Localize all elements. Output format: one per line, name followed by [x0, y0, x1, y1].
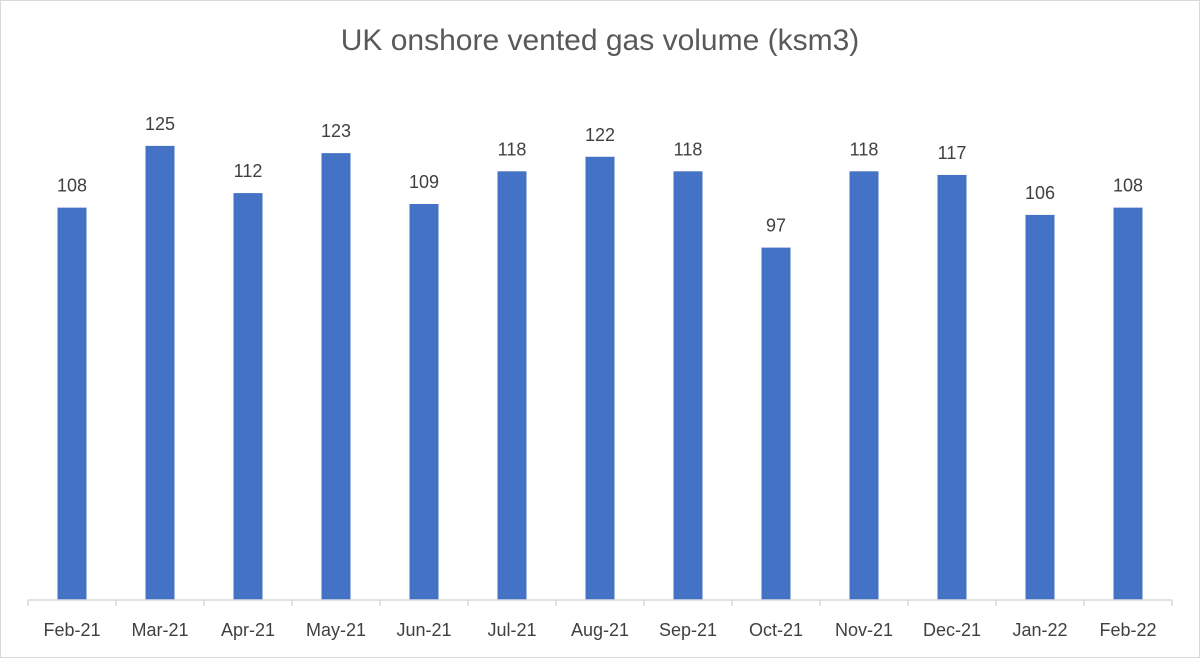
x-tick-label-mar-21: Mar-21: [131, 620, 188, 640]
data-label-mar-21: 125: [145, 114, 175, 134]
bar-mar-21: [145, 145, 175, 600]
data-label-jul-21: 118: [498, 139, 527, 159]
x-tick-label-aug-21: Aug-21: [571, 620, 629, 640]
x-tick-label-oct-21: Oct-21: [749, 620, 803, 640]
bar-feb-21: [57, 207, 87, 601]
x-tick-label-sep-21: Sep-21: [659, 620, 717, 640]
bar-jan-22: [1025, 214, 1055, 601]
bar-may-21: [321, 153, 351, 601]
bar-oct-21: [761, 247, 791, 600]
x-tick-label-feb-21: Feb-21: [43, 620, 100, 640]
x-tick-label-dec-21: Dec-21: [923, 620, 981, 640]
x-axis: Feb-21 Mar-21 Apr-21 May-21 Jun-21 Jul-21 Aug-…: [27, 599, 1173, 640]
bars-group: [57, 145, 1143, 601]
x-tick-label-jul-21: Jul-21: [487, 620, 536, 640]
x-tick-label-feb-22: Feb-22: [1099, 620, 1156, 640]
bar-aug-21: [585, 156, 615, 601]
x-tick-label-may-21: May-21: [306, 620, 366, 640]
data-label-may-21: 123: [321, 121, 351, 141]
data-label-aug-21: 122: [585, 125, 615, 145]
x-tick-label-jun-21: Jun-21: [396, 620, 451, 640]
data-label-sep-21: 118: [674, 139, 703, 159]
data-label-oct-21: 97: [766, 216, 786, 236]
bar-jun-21: [409, 204, 439, 601]
data-label-feb-21: 108: [57, 176, 87, 196]
bar-sep-21: [673, 171, 703, 600]
data-label-nov-21: 118: [850, 139, 879, 159]
bar-nov-21: [849, 171, 879, 600]
data-label-feb-22: 108: [1113, 176, 1143, 196]
data-label-apr-21: 112: [234, 161, 263, 181]
bar-dec-21: [937, 174, 967, 600]
data-labels-group: 108 125 112 123 109 118 122 118 97 118 117 106 108: [57, 114, 1143, 236]
bar-jul-21: [497, 171, 527, 600]
bar-apr-21: [233, 193, 263, 600]
chart-title: UK onshore vented gas volume (ksm3): [340, 24, 860, 57]
data-label-jun-21: 109: [409, 172, 439, 192]
data-label-jan-22: 106: [1025, 183, 1055, 203]
x-tick-label-apr-21: Apr-21: [221, 620, 275, 640]
x-tick-label-jan-22: Jan-22: [1012, 620, 1067, 640]
data-label-dec-21: 117: [938, 143, 967, 163]
bar-feb-22: [1113, 207, 1143, 601]
x-tick-label-nov-21: Nov-21: [835, 620, 893, 640]
